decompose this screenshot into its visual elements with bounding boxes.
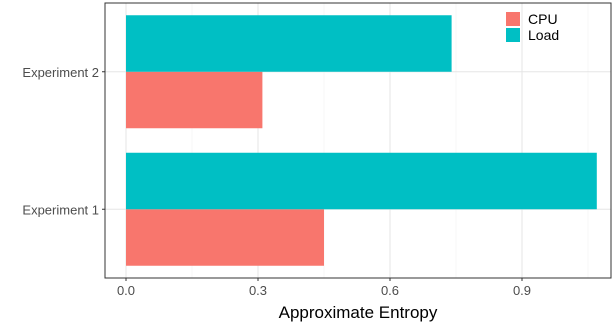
legend-label-load: Load [528, 27, 559, 43]
bars [126, 15, 597, 266]
bar-load-2 [126, 15, 452, 72]
x-tick-label: 0.0 [117, 283, 135, 298]
y-axis: Experiment 1 Experiment 2 [22, 65, 105, 217]
bar-cpu-2 [126, 71, 263, 129]
x-axis: 0.0 0.3 0.6 0.9 [117, 278, 531, 298]
bar-load-1 [126, 152, 597, 210]
y-tick-label: Experiment 2 [22, 65, 99, 80]
legend-key-load [506, 28, 520, 42]
panel-border [104, 2, 612, 279]
x-tick-label: 0.6 [381, 283, 399, 298]
legend-label-cpu: CPU [528, 11, 558, 27]
x-axis-title: Approximate Entropy [279, 303, 438, 322]
bar-cpu-1 [126, 209, 324, 266]
legend-key-cpu [506, 12, 520, 26]
x-tick-label: 0.3 [249, 283, 267, 298]
x-tick-label: 0.9 [513, 283, 531, 298]
y-tick-label: Experiment 1 [22, 202, 99, 217]
